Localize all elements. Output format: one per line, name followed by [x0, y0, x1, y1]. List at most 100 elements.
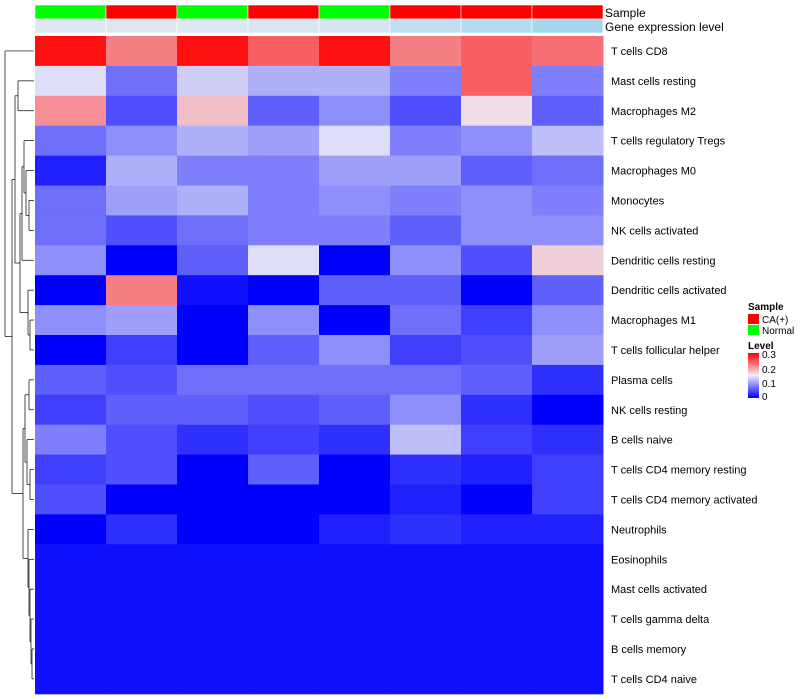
heatmap-cell [177, 245, 249, 276]
column-annotations [34, 4, 604, 34]
heatmap-cell [248, 125, 320, 157]
heatmap-cell [319, 305, 391, 336]
heatmap-cell [461, 394, 533, 426]
gene-level-annotation-cell [389, 18, 462, 34]
row-label: Dendritic cells resting [611, 255, 716, 267]
row-label: T cells follicular helper [611, 345, 720, 357]
heatmap-cell [177, 95, 249, 127]
heatmap-cell [532, 604, 604, 635]
heatmap-cell [461, 454, 533, 485]
heatmap-cell [390, 95, 462, 127]
heatmap-cell [390, 634, 462, 665]
heatmap-cell [177, 544, 249, 575]
heatmap-cell [390, 155, 462, 186]
row-label: T cells CD4 memory activated [611, 494, 758, 506]
sample-annotation-cell [318, 4, 391, 20]
row-label: Mast cells activated [611, 584, 707, 596]
legend-label-ca: CA(+) [762, 315, 788, 326]
sample-annotation-cell [34, 4, 107, 20]
heatmap-cell [532, 634, 604, 665]
heatmap-cell [390, 185, 462, 216]
heatmap-cell [319, 574, 391, 605]
annotation-label-gene-expression: Gene expression level [605, 20, 724, 34]
row-label: Neutrophils [611, 524, 667, 536]
sample-annotation-cell [176, 4, 249, 20]
heatmap-cell [177, 305, 249, 336]
legend-swatch-normal [748, 325, 759, 335]
heatmap-cell [177, 663, 249, 695]
heatmap-cell [532, 185, 604, 216]
heatmap-cell [532, 514, 604, 545]
heatmap-cell [35, 305, 107, 336]
heatmap-cell [390, 335, 462, 366]
heatmap-cell [106, 245, 178, 276]
heatmap-cell [461, 574, 533, 605]
row-label: Macrophages M2 [611, 106, 696, 118]
sample-annotation-cell [531, 4, 604, 20]
gene-level-annotation-cell [176, 18, 249, 34]
heatmap-cell [106, 215, 178, 246]
heatmap-cell [532, 484, 604, 515]
heatmap-cell [532, 544, 604, 575]
heatmap-cell [248, 634, 320, 665]
heatmap-cell [532, 245, 604, 276]
heatmap-cell [390, 275, 462, 306]
legend-tick-1: 0.2 [762, 365, 776, 376]
heatmap-cell [390, 394, 462, 426]
heatmap-cell [177, 484, 249, 515]
heatmap-cell [319, 604, 391, 635]
heatmap-cell [461, 364, 533, 396]
legend-tick-3: 0 [762, 392, 768, 403]
heatmap-cell [106, 574, 178, 605]
heatmap-cell [106, 185, 178, 216]
annotation-label-sample: Sample [605, 6, 646, 20]
row-label: T cells CD8 [611, 46, 668, 58]
legend: Sample CA(+) Normal Level 0.3 0.2 0.1 0 [748, 302, 794, 403]
heatmap-cell [390, 65, 462, 97]
legend-swatch-ca [748, 314, 759, 324]
heatmap-cell [461, 424, 533, 456]
heatmap-cell [319, 484, 391, 515]
heatmap-cell [319, 424, 391, 456]
heatmap-cell [319, 634, 391, 665]
heatmap-cell [532, 663, 604, 695]
row-dendrogram [4, 50, 34, 680]
row-label: Macrophages M1 [611, 315, 696, 327]
heatmap-cell [248, 335, 320, 366]
heatmap-cell [106, 36, 178, 67]
row-label: Plasma cells [611, 375, 673, 387]
heatmap-cell [177, 65, 249, 97]
gene-level-annotation-cell [105, 18, 178, 34]
heatmap-cell [35, 245, 107, 276]
gene-level-annotation-cell [34, 18, 107, 34]
heatmap-cell [532, 95, 604, 127]
row-label: T cells regulatory Tregs [611, 136, 726, 148]
heatmap-cell [461, 215, 533, 246]
row-label: Monocytes [611, 195, 665, 207]
heatmap-cell [106, 394, 178, 426]
heatmap-cell [532, 36, 604, 67]
heatmap-cell [461, 65, 533, 97]
heatmap-cell [177, 604, 249, 635]
sample-annotation-cell [105, 4, 178, 20]
legend-level-title: Level [748, 341, 774, 352]
heatmap-cell [35, 335, 107, 366]
heatmap-cell [461, 484, 533, 515]
heatmap-cell [248, 364, 320, 396]
heatmap-cell [319, 364, 391, 396]
heatmap-cell [319, 185, 391, 216]
heatmap-cell [319, 65, 391, 97]
sample-annotation-cell [460, 4, 533, 20]
heatmap-cell [106, 544, 178, 575]
heatmap-cell [532, 305, 604, 336]
heatmap-cell [248, 484, 320, 515]
heatmap-cell [35, 185, 107, 216]
heatmap-cell [390, 364, 462, 396]
row-label: T cells gamma delta [611, 614, 710, 626]
heatmap-cell [461, 275, 533, 306]
heatmap-cell [248, 185, 320, 216]
heatmap-cell [319, 215, 391, 246]
legend-sample-title: Sample [748, 302, 784, 313]
heatmap-cell [177, 185, 249, 216]
